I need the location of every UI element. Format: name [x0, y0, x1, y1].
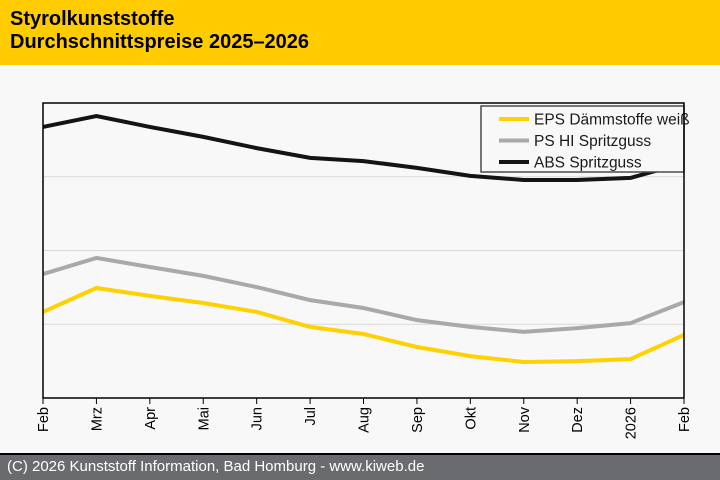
series-line — [42, 285, 685, 365]
legend-label: PS HI Spritzguss — [534, 133, 651, 150]
legend-label: ABS Spritzguss — [534, 155, 642, 172]
series-line — [42, 113, 685, 182]
x-axis-label: Jul — [303, 407, 319, 426]
x-axis-label: Feb — [677, 407, 693, 432]
price-chart: EPS Dämmstoffe weiß PS HI Spritzguss ABS S… — [36, 102, 693, 439]
copyright-text: (C) 2026 Kunststoff Information, Bad Hom… — [7, 458, 425, 475]
x-axis-label: Apr — [143, 407, 159, 430]
legend-label: EPS Dämmstoffe weiß — [534, 112, 690, 129]
x-axis-label: Jun — [250, 407, 266, 430]
report-header: Styrolkunststoffe Durchschnittspreise 20… — [0, 0, 720, 65]
x-axis-label: Mrz — [89, 407, 105, 431]
chart-title-line-2: Durchschnittspreise 2025–2026 — [10, 31, 310, 53]
x-axis-label: 2026 — [624, 407, 640, 439]
x-axis-label: Aug — [357, 407, 373, 433]
copyright-footer: (C) 2026 Kunststoff Information, Bad Hom… — [0, 453, 720, 480]
x-axis-label: Nov — [517, 406, 533, 433]
x-axis-label: Feb — [36, 407, 52, 432]
series-line — [42, 255, 685, 334]
chart-title-line-1: Styrolkunststoffe — [10, 8, 175, 30]
x-axis-label: Mai — [196, 407, 212, 430]
x-axis-label: Okt — [463, 407, 479, 430]
x-axis-label: Dez — [570, 407, 586, 433]
x-axis-label: Sep — [410, 407, 426, 433]
